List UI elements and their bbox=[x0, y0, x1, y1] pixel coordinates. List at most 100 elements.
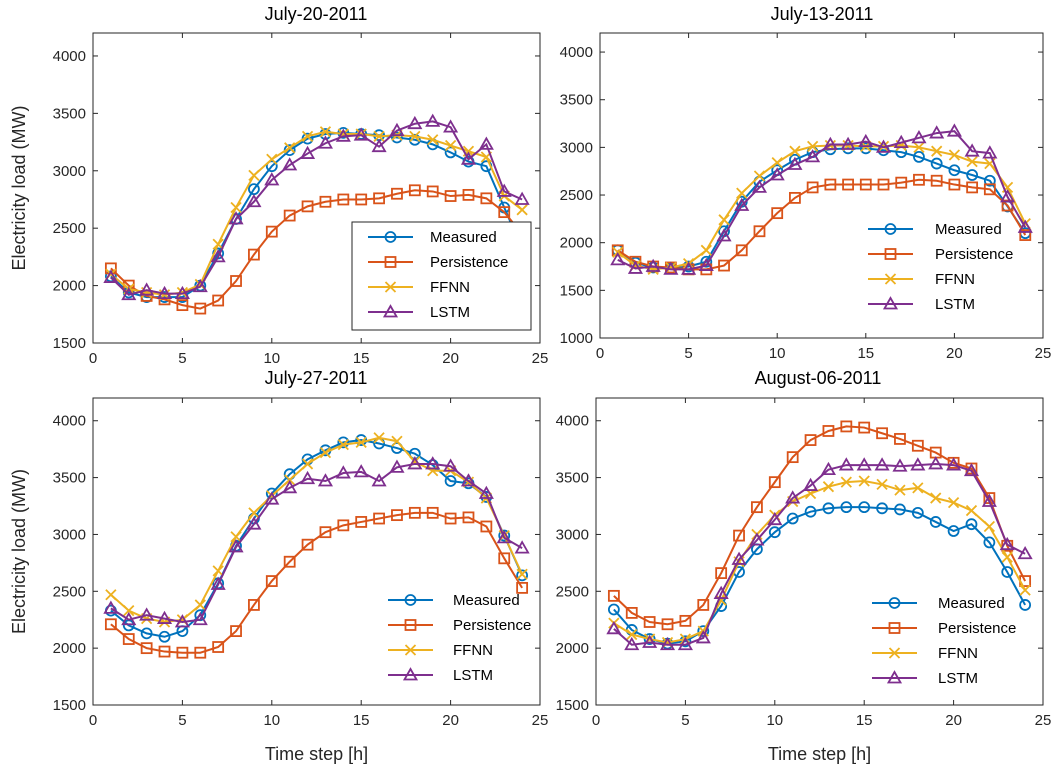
data-point bbox=[514, 540, 530, 554]
data-point bbox=[407, 456, 423, 470]
data-point bbox=[966, 181, 979, 194]
data-point bbox=[963, 462, 980, 477]
data-point bbox=[478, 485, 494, 499]
data-point bbox=[874, 457, 890, 471]
data-point bbox=[103, 600, 119, 614]
x-tick-label: 5 bbox=[178, 712, 186, 729]
data-point bbox=[751, 179, 768, 193]
data-point bbox=[212, 641, 225, 653]
data-point bbox=[948, 178, 961, 191]
data-point bbox=[355, 436, 367, 448]
data-point bbox=[930, 492, 942, 504]
data-point bbox=[301, 130, 314, 142]
data-point bbox=[806, 181, 819, 194]
data-point bbox=[787, 156, 803, 170]
data-point bbox=[965, 504, 978, 517]
data-point bbox=[373, 512, 385, 525]
x-tick-label: 5 bbox=[684, 345, 692, 362]
x-tick-label: 5 bbox=[681, 712, 689, 729]
legend: Measured Persistence FFNN LSTM bbox=[868, 221, 1013, 313]
legend-label-lstm: LSTM bbox=[430, 304, 470, 321]
data-point bbox=[1019, 584, 1031, 596]
data-point bbox=[212, 294, 225, 307]
data-point bbox=[444, 139, 457, 152]
y-tick-label: 2500 bbox=[53, 583, 86, 600]
data-point bbox=[265, 575, 278, 587]
x-tick-label: 10 bbox=[766, 712, 783, 729]
data-point bbox=[749, 532, 765, 546]
data-point bbox=[931, 145, 943, 157]
y-tick-label: 2000 bbox=[53, 278, 86, 295]
data-point bbox=[877, 178, 890, 191]
y-tick-label: 4000 bbox=[560, 44, 593, 61]
data-point bbox=[194, 302, 207, 315]
data-point bbox=[353, 127, 369, 141]
data-point bbox=[912, 482, 924, 494]
data-point bbox=[913, 173, 925, 186]
data-point bbox=[786, 451, 799, 464]
series-line-ffnn bbox=[617, 144, 1027, 271]
x-tick-label: 25 bbox=[1035, 345, 1052, 362]
data-point bbox=[427, 465, 439, 477]
data-point bbox=[480, 192, 493, 205]
data-point bbox=[840, 136, 856, 150]
data-point bbox=[695, 630, 711, 644]
data-point bbox=[983, 536, 996, 549]
data-point bbox=[718, 214, 730, 226]
data-point bbox=[337, 438, 349, 451]
y-tick-label: 1500 bbox=[53, 335, 86, 352]
series-line-measured bbox=[110, 439, 524, 638]
x-tick-label: 20 bbox=[945, 712, 962, 729]
series-line-persistence bbox=[110, 189, 523, 310]
data-point bbox=[624, 636, 640, 651]
data-point bbox=[192, 278, 208, 293]
data-point bbox=[264, 491, 280, 505]
data-point bbox=[700, 244, 712, 256]
legend-label-measured: Measured bbox=[453, 592, 520, 609]
data-point bbox=[626, 628, 638, 641]
y-tick-label: 2000 bbox=[53, 640, 86, 657]
data-point bbox=[408, 133, 421, 146]
series-lstm bbox=[610, 123, 1033, 275]
y-axis-label: Electricity load (MW) bbox=[9, 469, 29, 634]
x-tick-label: 15 bbox=[856, 712, 873, 729]
data-point bbox=[496, 530, 512, 544]
data-point bbox=[139, 607, 155, 621]
data-point bbox=[1001, 551, 1013, 563]
data-point bbox=[663, 261, 679, 275]
x-tick-label: 15 bbox=[353, 712, 370, 729]
data-point bbox=[176, 286, 189, 299]
data-point bbox=[859, 142, 872, 155]
data-point bbox=[121, 286, 137, 301]
series-persistence bbox=[104, 506, 529, 659]
data-point bbox=[248, 169, 260, 182]
data-point bbox=[768, 526, 781, 539]
data-point bbox=[212, 565, 224, 577]
axes-box bbox=[92, 32, 541, 344]
legend-label-lstm: LSTM bbox=[453, 667, 493, 684]
data-point bbox=[840, 476, 852, 488]
data-point bbox=[822, 481, 835, 493]
legend-marker-persistence bbox=[884, 248, 897, 260]
data-point bbox=[856, 457, 872, 471]
data-point bbox=[301, 200, 314, 213]
data-point bbox=[265, 225, 278, 238]
legend-marker-lstm bbox=[882, 296, 899, 310]
data-point bbox=[266, 153, 278, 165]
data-point bbox=[822, 136, 838, 150]
data-point bbox=[607, 589, 620, 602]
data-point bbox=[824, 178, 837, 191]
data-point bbox=[982, 145, 998, 159]
data-point bbox=[965, 518, 978, 531]
data-point bbox=[876, 478, 888, 491]
legend-label-ffnn: FFNN bbox=[430, 279, 470, 296]
data-point bbox=[337, 193, 350, 206]
legend-marker-persistence bbox=[888, 622, 901, 634]
series-persistence bbox=[104, 184, 529, 315]
data-point bbox=[498, 206, 511, 219]
data-point bbox=[804, 505, 817, 518]
data-point bbox=[625, 607, 638, 619]
x-tick-label: 25 bbox=[532, 712, 549, 729]
data-point bbox=[284, 142, 296, 154]
